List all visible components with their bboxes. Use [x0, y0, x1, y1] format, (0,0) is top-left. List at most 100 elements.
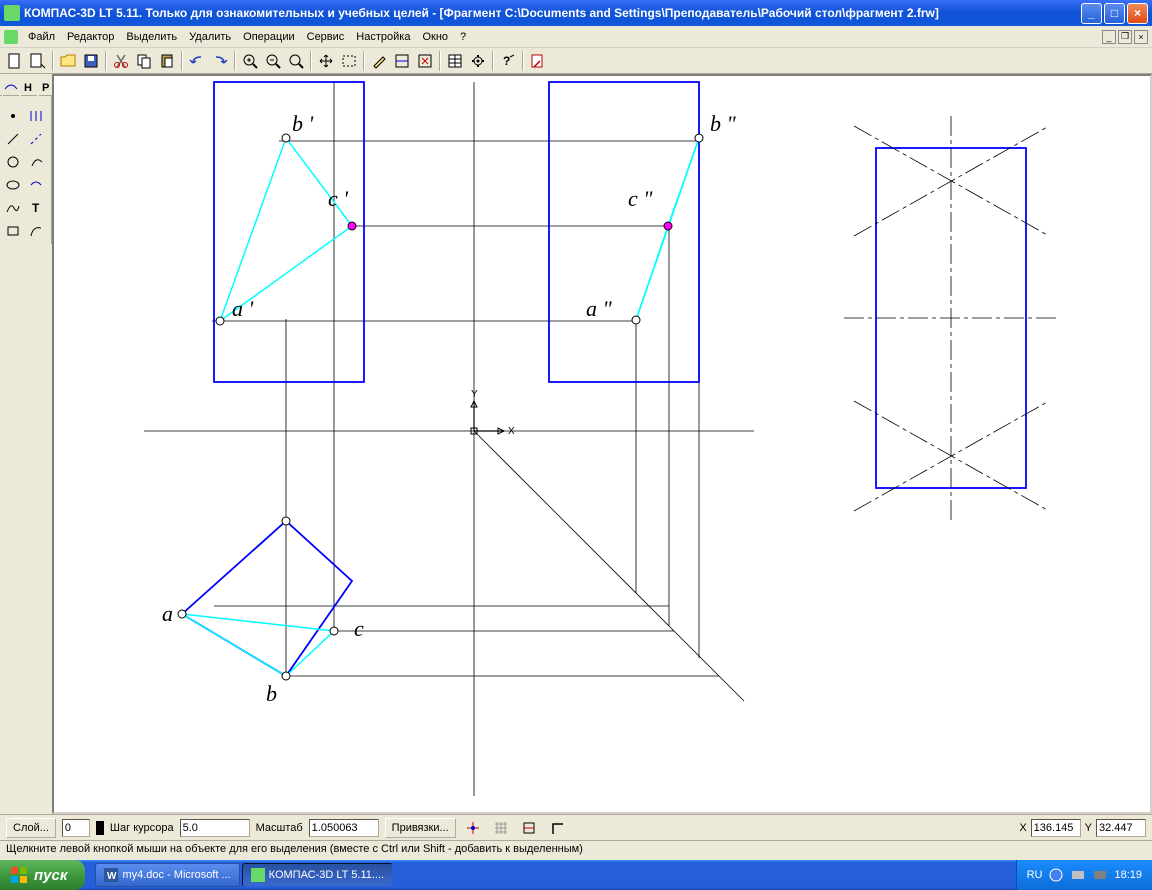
tb-pan-button[interactable] — [315, 50, 337, 72]
menu-select[interactable]: Выделить — [120, 29, 183, 45]
layer-color-swatch — [96, 821, 104, 835]
titlebar: КОМПАС-3D LT 5.11. Только для ознакомите… — [0, 0, 1152, 26]
step-label: Шаг курсора — [110, 822, 174, 834]
lt-ellipse-button[interactable] — [2, 174, 24, 196]
tb-zoom-rect-button[interactable] — [338, 50, 360, 72]
tb-exit-button[interactable] — [527, 50, 549, 72]
y-input[interactable] — [1096, 819, 1146, 837]
tb-new-button[interactable] — [4, 50, 26, 72]
svg-text:a ": a " — [586, 296, 613, 321]
toolbar-main: ? — [0, 48, 1152, 74]
svg-text:c ': c ' — [328, 186, 348, 211]
maximize-button[interactable]: □ — [1104, 3, 1125, 24]
menubar: Файл Редактор Выделить Удалить Операции … — [0, 26, 1152, 48]
svg-text:b ": b " — [710, 111, 737, 136]
tray-icon1[interactable] — [1048, 867, 1064, 883]
scale-label: Масштаб — [256, 822, 303, 834]
tb-copy-button[interactable] — [133, 50, 155, 72]
tb-zoom-out-button[interactable] — [262, 50, 284, 72]
lt-circle-button[interactable] — [2, 151, 24, 173]
menu-help[interactable]: ? — [454, 29, 472, 45]
kompas-icon — [251, 868, 265, 882]
snap-icon4[interactable] — [546, 817, 568, 839]
snap-icon1[interactable] — [462, 817, 484, 839]
layer-button[interactable]: Слой... — [6, 818, 56, 838]
tb-open-button[interactable] — [57, 50, 79, 72]
lt-line2-button[interactable] — [25, 128, 47, 150]
close-button[interactable]: × — [1127, 3, 1148, 24]
lt-spline-button[interactable] — [2, 197, 24, 219]
menu-service[interactable]: Сервис — [301, 29, 351, 45]
tb-gear-button[interactable] — [467, 50, 489, 72]
svg-text:H: H — [24, 82, 32, 94]
taskbar: пуск W my4.doc - Microsoft ... КОМПАС-3D… — [0, 860, 1152, 890]
menu-editor[interactable]: Редактор — [61, 29, 120, 45]
status-text: Щелкните левой кнопкой мыши на объекте д… — [6, 843, 583, 855]
tray-icon3[interactable] — [1092, 867, 1108, 883]
windows-icon — [10, 866, 28, 884]
snap-icon3[interactable] — [518, 817, 540, 839]
tb-help-button[interactable]: ? — [497, 50, 519, 72]
menu-delete[interactable]: Удалить — [183, 29, 237, 45]
svg-text:X: X — [508, 426, 515, 437]
lt-arc-button[interactable] — [25, 151, 47, 173]
bottom-bar: Слой... Шаг курсора Масштаб Привязки... … — [0, 814, 1152, 840]
lt-line-button[interactable] — [2, 128, 24, 150]
layer-input[interactable] — [62, 819, 90, 837]
svg-text:c ": c " — [628, 186, 653, 211]
drawing: XYb 'b "c 'c "a 'a "abc — [54, 76, 1150, 812]
svg-text:W: W — [107, 871, 117, 882]
left-toolbar: Т — [0, 96, 52, 244]
lang-indicator[interactable]: RU — [1027, 869, 1043, 881]
scale-input[interactable] — [309, 819, 379, 837]
tray-icon2[interactable] — [1070, 867, 1086, 883]
task-kompas[interactable]: КОМПАС-3D LT 5.11.... — [242, 863, 393, 887]
tb-zoom-fit-button[interactable] — [285, 50, 307, 72]
tb-paste-button[interactable] — [156, 50, 178, 72]
tb-cut-button[interactable] — [110, 50, 132, 72]
svg-text:c: c — [354, 616, 364, 641]
clock[interactable]: 18:19 — [1114, 869, 1142, 881]
doc-minimize-button[interactable]: _ — [1102, 30, 1116, 44]
start-button[interactable]: пуск — [0, 860, 85, 890]
tb-undo-button[interactable] — [186, 50, 208, 72]
status-bar: Щелкните левой кнопкой мыши на объекте д… — [0, 840, 1152, 860]
svg-text:b ': b ' — [292, 111, 314, 136]
tb-zoom-in-button[interactable] — [239, 50, 261, 72]
doc-close-button[interactable]: × — [1134, 30, 1148, 44]
lt-point-button[interactable] — [2, 105, 24, 127]
svg-text:?: ? — [503, 54, 510, 68]
tb-edit1-button[interactable] — [368, 50, 390, 72]
x-input[interactable] — [1031, 819, 1081, 837]
svg-text:a ': a ' — [232, 296, 254, 321]
lt-text-button[interactable]: Т — [25, 197, 47, 219]
system-tray: RU 18:19 — [1016, 860, 1152, 890]
lt-parallel-button[interactable] — [25, 105, 47, 127]
menu-settings[interactable]: Настройка — [350, 29, 416, 45]
tb-new-dropdown[interactable] — [27, 50, 49, 72]
tb-edit2-button[interactable] — [391, 50, 413, 72]
tb-save-button[interactable] — [80, 50, 102, 72]
svg-text:P: P — [42, 82, 49, 94]
canvas[interactable]: XYb 'b "c 'c "a 'a "abc — [52, 74, 1152, 814]
minimize-button[interactable]: _ — [1081, 3, 1102, 24]
lt-mode1-button[interactable] — [2, 76, 20, 98]
lt-mode2-button[interactable]: H — [20, 76, 38, 98]
menu-file[interactable]: Файл — [22, 29, 61, 45]
menu-window[interactable]: Окно — [416, 29, 454, 45]
task-word[interactable]: W my4.doc - Microsoft ... — [95, 863, 239, 887]
menu-operations[interactable]: Операции — [237, 29, 300, 45]
title-text: КОМПАС-3D LT 5.11. Только для ознакомите… — [24, 6, 1081, 20]
snap-icon2[interactable] — [490, 817, 512, 839]
tb-table-button[interactable] — [444, 50, 466, 72]
lt-rect-button[interactable] — [2, 220, 24, 242]
doc-restore-button[interactable]: ❐ — [1118, 30, 1132, 44]
tb-redo-button[interactable] — [209, 50, 231, 72]
step-input[interactable] — [180, 819, 250, 837]
doc-icon — [4, 30, 18, 44]
tb-edit3-button[interactable] — [414, 50, 436, 72]
lt-arc2-button[interactable] — [25, 174, 47, 196]
app-icon — [4, 5, 20, 21]
lt-bezier-button[interactable] — [25, 220, 47, 242]
snap-button[interactable]: Привязки... — [385, 818, 456, 838]
